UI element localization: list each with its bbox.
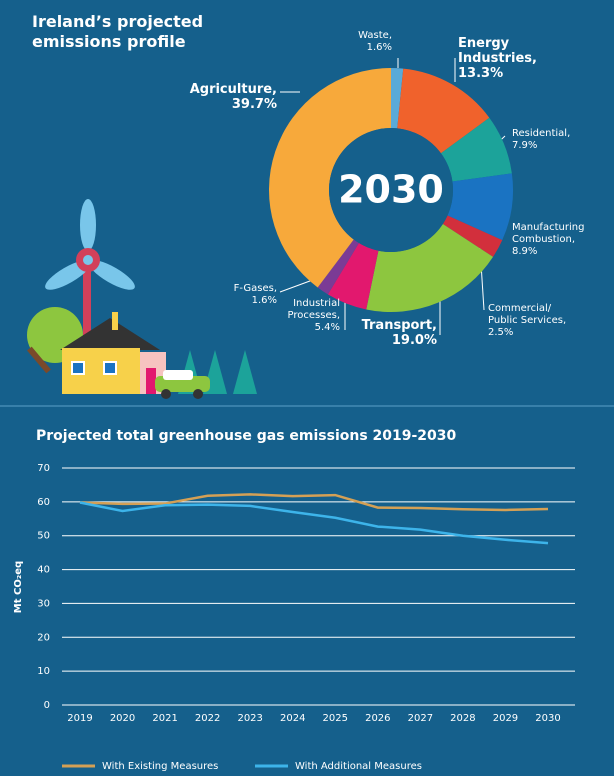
slice-value-label: 13.3%: [458, 66, 504, 81]
y-tick-label: 50: [37, 531, 50, 542]
donut-slice: [268, 68, 391, 288]
y-tick-label: 60: [37, 497, 50, 508]
donut-slice: [391, 68, 404, 129]
y-tick-label: 10: [37, 666, 50, 677]
x-tick-label: 2022: [195, 713, 220, 724]
slice-label: Residential,: [512, 128, 571, 139]
slice-label: Transport,: [361, 318, 437, 333]
slice-label: Commercial/ Public Services,: [488, 303, 567, 326]
slice-value-label: 39.7%: [231, 97, 277, 112]
donut-center-label: 2030: [338, 168, 444, 212]
donut-slice: [366, 223, 494, 312]
slice-label: F-Gases,: [233, 283, 277, 294]
donut-hole: [329, 128, 453, 252]
donut-slice: [327, 243, 379, 310]
slice-label: Waste,: [358, 30, 392, 41]
line-chart-title: Projected total greenhouse gas emissions…: [36, 428, 457, 444]
y-tick-label: 70: [37, 463, 50, 474]
x-tick-label: 2021: [152, 713, 177, 724]
donut-slice: [440, 117, 512, 182]
legend-label: With Additional Measures: [295, 761, 422, 772]
donut-slice: [317, 239, 359, 295]
x-tick-label: 2023: [237, 713, 262, 724]
y-axis-label: Mt CO₂eq: [13, 561, 24, 613]
donut-slice: [442, 215, 503, 257]
series-line: [79, 501, 549, 545]
slice-label: Energy Industries,: [458, 36, 537, 66]
slice-value-label: 8.9%: [512, 246, 538, 257]
y-tick-label: 20: [37, 632, 50, 643]
x-tick-label: 2028: [450, 713, 475, 724]
slice-value-label: 2.5%: [488, 327, 514, 338]
illustration: [27, 199, 257, 399]
y-tick-label: 40: [37, 565, 50, 576]
slice-label: Agriculture,: [189, 82, 277, 97]
x-tick-label: 2027: [408, 713, 433, 724]
donut-slice: [397, 68, 490, 154]
y-tick-label: 0: [44, 700, 50, 711]
slice-value-label: 5.4%: [314, 322, 340, 333]
x-tick-label: 2025: [323, 713, 348, 724]
x-tick-label: 2026: [365, 713, 390, 724]
slice-value-label: 1.6%: [251, 295, 277, 306]
slice-label: Manufacturing Combustion,: [512, 222, 585, 245]
slice-label: Industrial Processes,: [287, 298, 340, 321]
series-line: [79, 493, 549, 512]
slice-value-label: 1.6%: [366, 42, 392, 53]
x-tick-label: 2029: [493, 713, 518, 724]
donut-slice: [447, 173, 513, 241]
x-tick-label: 2030: [535, 713, 560, 724]
x-tick-label: 2024: [280, 713, 305, 724]
x-tick-label: 2020: [110, 713, 135, 724]
y-tick-label: 30: [37, 598, 50, 609]
slice-value-label: 7.9%: [512, 140, 538, 151]
legend-label: With Existing Measures: [102, 761, 218, 772]
pie-title: Ireland’s projected emissions profile: [32, 12, 204, 51]
x-tick-label: 2019: [67, 713, 92, 724]
slice-value-label: 19.0%: [391, 333, 437, 348]
